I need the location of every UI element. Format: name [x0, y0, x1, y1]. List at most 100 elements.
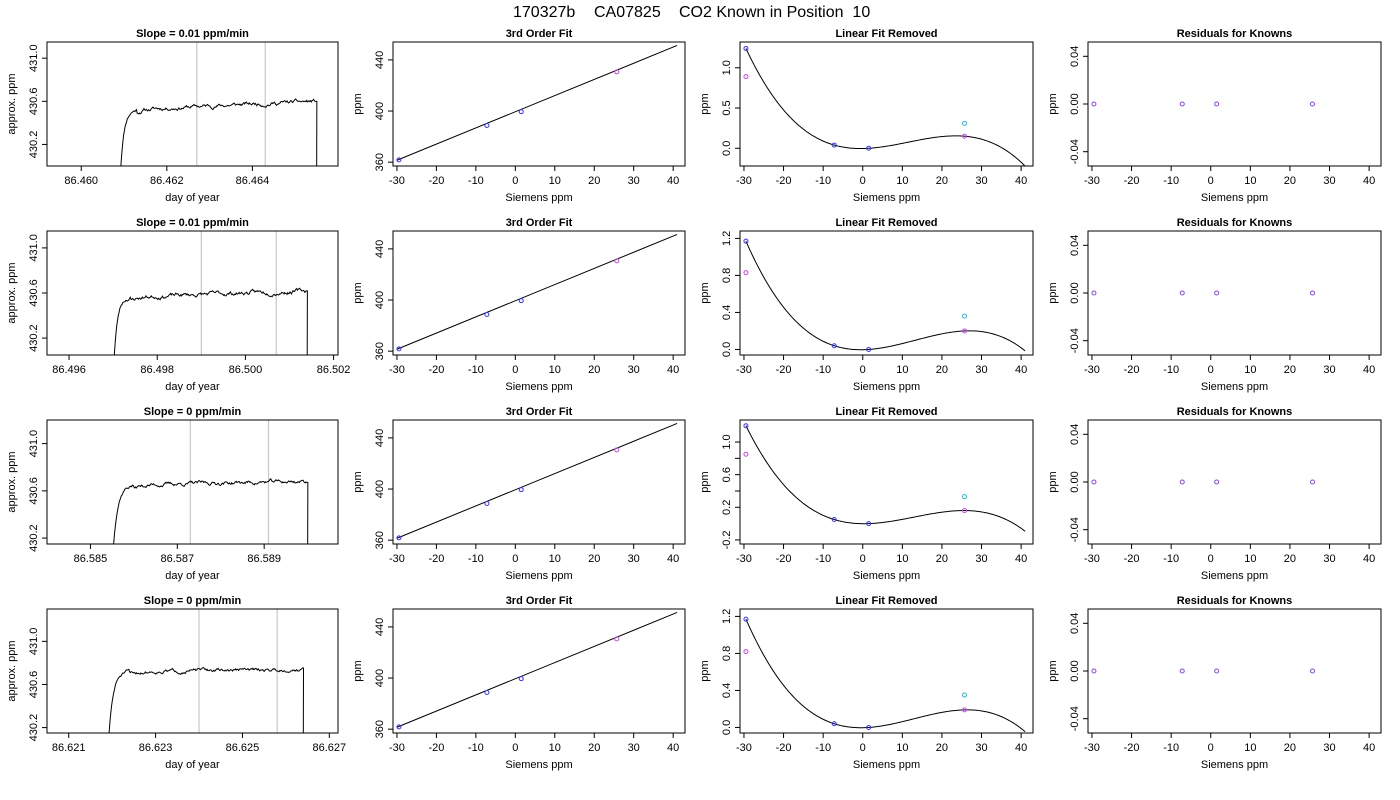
x-tick-label: 20: [1284, 742, 1296, 754]
x-tick-label: 10: [549, 553, 561, 565]
y-tick-label: 431.0: [28, 628, 40, 656]
y-tick-label: 430.2: [28, 324, 40, 352]
x-tick-label: 40: [1015, 742, 1027, 754]
y-tick-label: 0.04: [1069, 235, 1081, 256]
panel-title: 3rd Order Fit: [506, 406, 573, 418]
data-point: [743, 616, 749, 622]
x-tick-label: -20: [776, 175, 792, 187]
x-tick-label: -30: [389, 742, 405, 754]
x-tick-label: 10: [1244, 175, 1256, 187]
x-tick-label: -30: [1084, 553, 1100, 565]
x-axis-label: Siemens ppm: [853, 759, 920, 771]
data-point: [831, 142, 837, 148]
plot-frame: [392, 41, 686, 167]
x-tick-label: 0: [1208, 553, 1214, 565]
data-point: [962, 313, 968, 319]
linear_removed-panel-row-0: Linear Fit Removed -30 -20 -10 0 10 20 30 40 0.0 0…: [699, 28, 1034, 204]
x-tick-label: -10: [468, 175, 484, 187]
y-tick-label: 1.0: [721, 434, 733, 449]
x-tick-label: 30: [975, 742, 987, 754]
x-tick-label: 0: [512, 553, 518, 565]
data-point: [614, 447, 620, 453]
x-axis-label: day of year: [165, 192, 220, 204]
x-tick-label: 86.460: [64, 175, 98, 187]
y-axis-label: approx. ppm: [6, 73, 18, 134]
panel-title: Linear Fit Removed: [835, 217, 937, 229]
x-tick-label: -30: [1084, 175, 1100, 187]
y-tick-label: 430.6: [28, 477, 40, 505]
y-tick-label: 1.2: [721, 231, 733, 246]
y-tick-label: 431.0: [28, 44, 40, 72]
y-tick-label: 0.04: [1069, 613, 1081, 634]
y-tick-label: -0.2: [721, 530, 733, 549]
y-tick-label: 0.00: [1069, 282, 1081, 303]
x-tick-label: 30: [975, 364, 987, 376]
y-axis-label: ppm: [1047, 93, 1059, 114]
y-tick-label: 440: [374, 51, 386, 69]
fit-line: [396, 611, 678, 728]
x-tick-label: 10: [549, 364, 561, 376]
timeseries-panel-row-0: Slope = 0.01 ppm/min 86.460 86.462 86.464 43…: [6, 28, 339, 204]
data-point: [962, 328, 968, 334]
data-point: [1310, 668, 1316, 674]
x-tick-label: -20: [1124, 364, 1140, 376]
x-tick-label: 10: [896, 742, 908, 754]
x-tick-label: 86.589: [247, 553, 281, 565]
x-tick-label: 86.500: [229, 364, 263, 376]
x-tick-label: -10: [468, 364, 484, 376]
x-tick-label: 86.496: [52, 364, 86, 376]
data-point: [1091, 668, 1097, 674]
panel-title: Slope = 0 ppm/min: [144, 595, 242, 607]
x-tick-label: -10: [1163, 742, 1179, 754]
x-tick-label: 86.621: [52, 742, 86, 754]
concentration-trace: [120, 98, 318, 166]
panel-title: 3rd Order Fit: [506, 595, 573, 607]
x-tick-label: 86.502: [317, 364, 351, 376]
x-axis-label: Siemens ppm: [853, 192, 920, 204]
x-tick-label: 30: [1323, 553, 1335, 565]
linear_removed-panel-row-2: Linear Fit Removed -30 -20 -10 0 10 20 30 40 -0.2…: [699, 406, 1034, 582]
x-axis-label: Siemens ppm: [1201, 381, 1268, 393]
data-point: [1214, 479, 1220, 485]
x-tick-label: -20: [428, 364, 444, 376]
y-tick-label: 0.8: [721, 646, 733, 661]
y-axis-label: ppm: [352, 471, 364, 492]
timeseries-panel-row-3: Slope = 0 ppm/min 86.621 86.623 86.625 86.62…: [6, 595, 346, 771]
x-tick-label: 30: [1323, 742, 1335, 754]
plot-area: [396, 422, 678, 539]
x-axis-label: day of year: [165, 759, 220, 771]
x-tick-label: -20: [428, 553, 444, 565]
panel-title: Linear Fit Removed: [835, 406, 937, 418]
y-tick-label: 430.6: [28, 279, 40, 307]
plot-area: [396, 611, 678, 728]
data-point: [396, 157, 402, 163]
y-tick-label: 0.04: [1069, 46, 1081, 67]
data-point: [1214, 290, 1220, 296]
x-tick-label: 10: [1244, 553, 1256, 565]
x-tick-label: -20: [428, 175, 444, 187]
x-tick-label: 20: [1284, 553, 1296, 565]
y-tick-label: 440: [374, 618, 386, 636]
concentration-trace: [113, 287, 308, 355]
x-tick-label: 20: [1284, 175, 1296, 187]
x-tick-label: 20: [588, 175, 600, 187]
x-tick-label: 86.462: [150, 175, 184, 187]
data-point: [1091, 479, 1097, 485]
x-tick-label: 20: [936, 553, 948, 565]
x-tick-label: 0: [512, 175, 518, 187]
data-point: [962, 133, 968, 139]
fit-panel-row-1: 3rd Order Fit -30 -20 -10 0 10 20 30 40 360 400 440…: [352, 217, 686, 393]
data-point: [614, 258, 620, 264]
x-tick-label: 30: [1323, 175, 1335, 187]
plot-frame: [739, 41, 1034, 167]
x-tick-label: 10: [896, 364, 908, 376]
fit-line: [396, 233, 678, 350]
residuals-panel-row-0: Residuals for Knowns -30 -20 -10 0 10 20 30 40 -0…: [1047, 28, 1382, 204]
y-axis-label: ppm: [1047, 471, 1059, 492]
panel-title: Residuals for Knowns: [1177, 217, 1293, 229]
plot-frame: [739, 419, 1034, 545]
panel-title: 3rd Order Fit: [506, 217, 573, 229]
y-tick-label: 431.0: [28, 234, 40, 262]
y-tick-label: 0.5: [721, 100, 733, 115]
